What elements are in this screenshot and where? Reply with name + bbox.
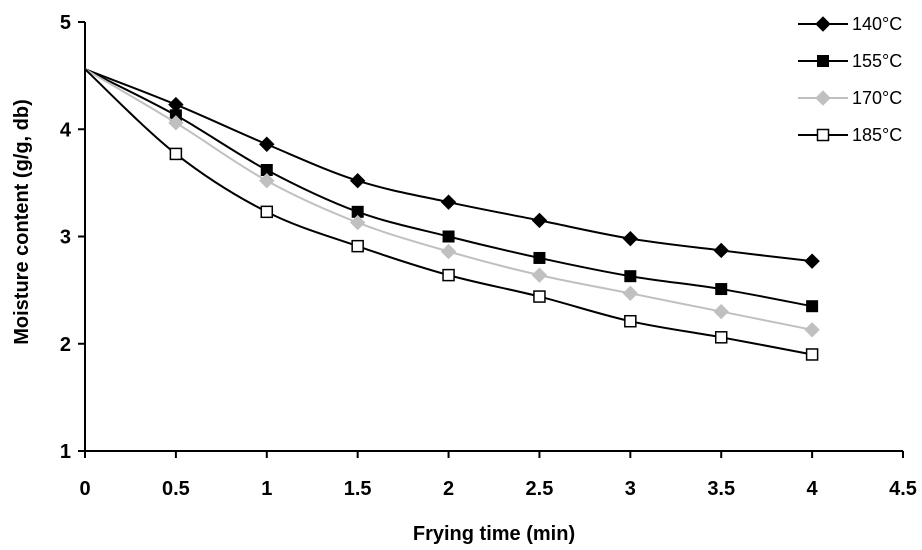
legend-label: 185°C	[852, 125, 902, 145]
data-point	[533, 251, 546, 264]
data-point	[259, 173, 275, 189]
legend-swatch-marker	[816, 128, 830, 142]
data-point	[442, 268, 455, 282]
data-point	[624, 314, 637, 328]
y-axis-title: Moisture content (g/g, db)	[11, 99, 33, 345]
x-ticks: 0 0.5 1 1.5 2 2.5 3 3.5 4 4.5	[79, 451, 917, 500]
data-point	[713, 303, 729, 320]
series-155°C	[84, 68, 819, 313]
data-point	[531, 212, 548, 229]
legend-label: 170°C	[852, 88, 902, 108]
x-tick-label: 1	[261, 478, 272, 500]
legend: 140°C 155°C 170°C 185°C	[798, 14, 902, 145]
x-tick-label: 3	[625, 478, 636, 500]
axes	[84, 22, 903, 452]
data-point	[624, 270, 637, 283]
legend-item: 185°C	[798, 125, 902, 145]
legend-swatch-marker	[815, 16, 831, 32]
y-ticks: 1 2 3 4 5	[60, 12, 85, 463]
data-point	[804, 253, 820, 269]
data-point	[440, 243, 457, 260]
data-point	[259, 136, 275, 152]
y-tick-label: 3	[60, 227, 71, 249]
data-point	[804, 322, 820, 338]
data-point	[533, 290, 546, 303]
data-point	[440, 194, 457, 210]
series-170°C	[84, 68, 820, 338]
data-point	[349, 214, 366, 231]
x-tick-label: 4	[807, 478, 819, 500]
data-point	[713, 242, 729, 259]
data-point	[714, 331, 728, 344]
x-tick-label: 2.5	[526, 478, 554, 500]
data-point	[169, 147, 183, 161]
data-point	[260, 205, 274, 219]
y-tick-label: 1	[60, 441, 71, 463]
y-tick-label: 4	[60, 119, 72, 141]
y-tick-label: 5	[60, 12, 71, 34]
legend-item: 155°C	[798, 51, 902, 71]
legend-label: 155°C	[852, 51, 902, 71]
series-185°C	[84, 68, 819, 361]
legend-swatch-marker	[817, 55, 829, 67]
series-layer	[84, 68, 820, 361]
series-140°C	[84, 68, 820, 269]
x-tick-label: 4.5	[889, 478, 917, 500]
data-point	[622, 285, 639, 302]
x-tick-label: 0.5	[162, 478, 190, 500]
data-point	[349, 173, 366, 189]
legend-swatch-marker	[815, 90, 831, 106]
x-tick-label: 0	[79, 478, 90, 500]
legend-item: 140°C	[798, 14, 902, 34]
y-tick-label: 2	[60, 334, 71, 356]
x-tick-label: 3.5	[707, 478, 735, 500]
x-tick-label: 2	[443, 478, 454, 500]
data-point	[442, 230, 455, 243]
data-point	[806, 300, 819, 313]
data-point	[715, 283, 728, 296]
data-point	[351, 239, 364, 253]
x-tick-label: 1.5	[344, 478, 372, 500]
data-point	[622, 230, 639, 247]
data-point	[168, 115, 184, 131]
data-point	[531, 267, 548, 283]
x-axis-title: Frying time (min)	[413, 523, 575, 545]
legend-item: 170°C	[798, 88, 902, 108]
legend-label: 140°C	[852, 14, 902, 34]
data-point	[805, 348, 819, 361]
